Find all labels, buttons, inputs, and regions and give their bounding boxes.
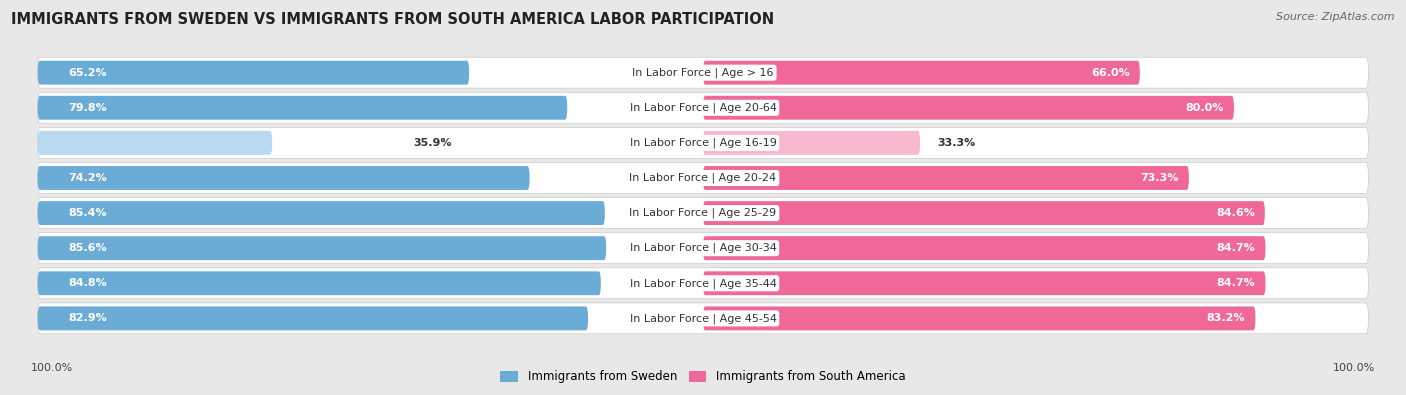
Text: 84.7%: 84.7% [1216, 278, 1256, 288]
FancyBboxPatch shape [38, 162, 1368, 194]
FancyBboxPatch shape [703, 307, 1256, 330]
Text: 35.9%: 35.9% [413, 138, 451, 148]
FancyBboxPatch shape [38, 236, 606, 260]
FancyBboxPatch shape [38, 271, 600, 295]
Text: In Labor Force | Age 16-19: In Labor Force | Age 16-19 [630, 137, 776, 148]
Text: 80.0%: 80.0% [1185, 103, 1223, 113]
Text: 65.2%: 65.2% [67, 68, 107, 78]
Text: 73.3%: 73.3% [1140, 173, 1178, 183]
FancyBboxPatch shape [38, 92, 1368, 123]
Text: 79.8%: 79.8% [67, 103, 107, 113]
FancyBboxPatch shape [38, 96, 567, 120]
Text: In Labor Force | Age 35-44: In Labor Force | Age 35-44 [630, 278, 776, 288]
Text: In Labor Force | Age 20-64: In Labor Force | Age 20-64 [630, 103, 776, 113]
Text: 100.0%: 100.0% [1333, 363, 1375, 373]
FancyBboxPatch shape [703, 131, 920, 155]
FancyBboxPatch shape [38, 307, 588, 330]
FancyBboxPatch shape [38, 128, 1368, 158]
FancyBboxPatch shape [38, 57, 1368, 88]
FancyBboxPatch shape [38, 131, 273, 155]
Text: In Labor Force | Age 45-54: In Labor Force | Age 45-54 [630, 313, 776, 324]
Text: 85.4%: 85.4% [67, 208, 107, 218]
Text: In Labor Force | Age > 16: In Labor Force | Age > 16 [633, 68, 773, 78]
Text: 33.3%: 33.3% [936, 138, 976, 148]
FancyBboxPatch shape [38, 166, 530, 190]
FancyBboxPatch shape [38, 303, 1368, 334]
FancyBboxPatch shape [38, 61, 470, 85]
Text: IMMIGRANTS FROM SWEDEN VS IMMIGRANTS FROM SOUTH AMERICA LABOR PARTICIPATION: IMMIGRANTS FROM SWEDEN VS IMMIGRANTS FRO… [11, 12, 775, 27]
Text: 84.8%: 84.8% [67, 278, 107, 288]
FancyBboxPatch shape [703, 271, 1265, 295]
FancyBboxPatch shape [38, 198, 1368, 229]
Text: 84.6%: 84.6% [1216, 208, 1254, 218]
FancyBboxPatch shape [38, 233, 1368, 263]
Text: 100.0%: 100.0% [31, 363, 73, 373]
Text: 84.7%: 84.7% [1216, 243, 1256, 253]
Text: In Labor Force | Age 25-29: In Labor Force | Age 25-29 [630, 208, 776, 218]
Legend: Immigrants from Sweden, Immigrants from South America: Immigrants from Sweden, Immigrants from … [496, 366, 910, 388]
Text: 74.2%: 74.2% [67, 173, 107, 183]
Text: Source: ZipAtlas.com: Source: ZipAtlas.com [1277, 12, 1395, 22]
FancyBboxPatch shape [38, 268, 1368, 299]
Text: 85.6%: 85.6% [67, 243, 107, 253]
Text: 66.0%: 66.0% [1091, 68, 1130, 78]
FancyBboxPatch shape [703, 201, 1265, 225]
Text: 82.9%: 82.9% [67, 313, 107, 324]
Text: 83.2%: 83.2% [1206, 313, 1246, 324]
FancyBboxPatch shape [703, 61, 1140, 85]
Text: In Labor Force | Age 30-34: In Labor Force | Age 30-34 [630, 243, 776, 254]
FancyBboxPatch shape [703, 96, 1234, 120]
FancyBboxPatch shape [703, 236, 1265, 260]
Text: In Labor Force | Age 20-24: In Labor Force | Age 20-24 [630, 173, 776, 183]
FancyBboxPatch shape [38, 201, 605, 225]
FancyBboxPatch shape [703, 166, 1189, 190]
